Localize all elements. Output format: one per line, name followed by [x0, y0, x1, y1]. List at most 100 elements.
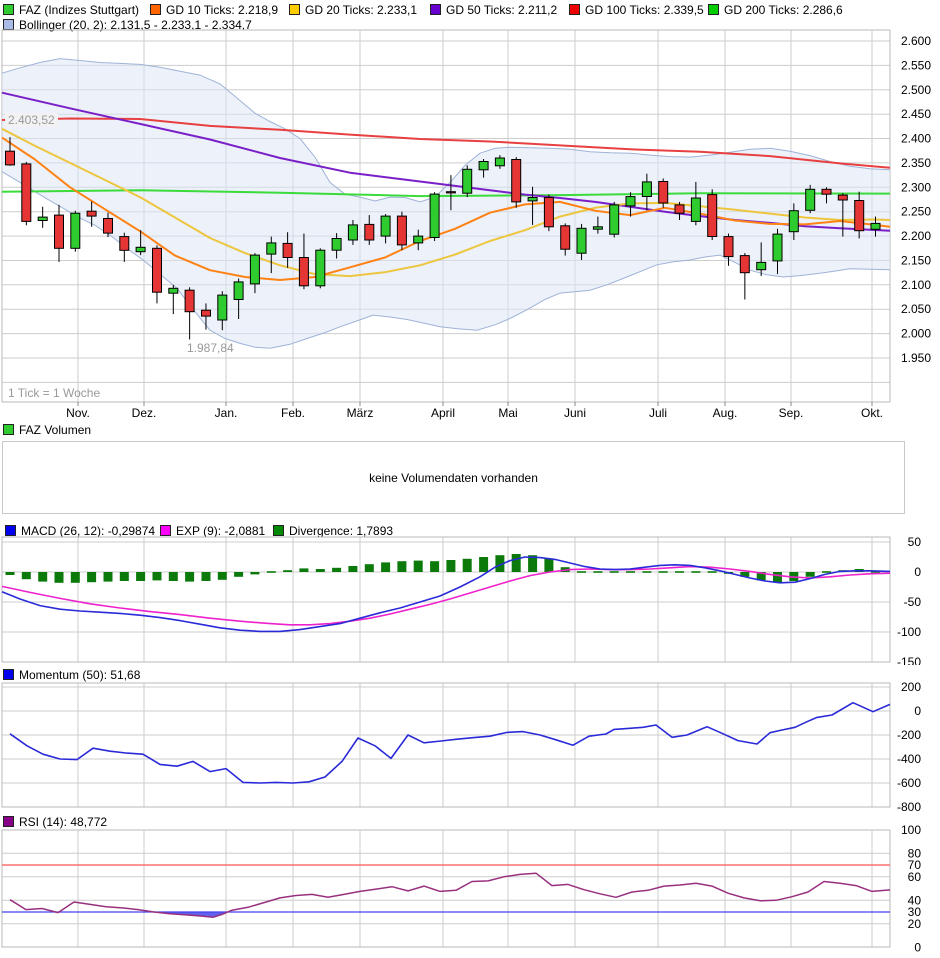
price-chart-canvas: Nov. Dez. Jan. Feb. März April Mai Juni Juli Aug.… [1, 29, 931, 420]
svg-text:Juli: Juli [649, 406, 667, 420]
gd200-swatch-icon [708, 4, 719, 15]
exp-line [1, 565, 891, 626]
gd50-swatch-icon [430, 4, 441, 15]
svg-text:-600: -600 [897, 776, 921, 790]
svg-text:2.100: 2.100 [901, 278, 931, 292]
svg-text:50: 50 [908, 535, 922, 549]
candlesticks [5, 137, 881, 340]
legend-exp: EXP (9): -2,0881 [160, 524, 265, 538]
macd-chart-canvas: 50 0 -50 -100 -150 [1, 535, 921, 665]
legend-faz-label: FAZ (Indizes Stuttgart) [19, 2, 140, 17]
legend-gd20: GD 20 Ticks: 2.233,1 [289, 2, 418, 17]
svg-text:2.300: 2.300 [901, 180, 931, 194]
legend-divergence: Divergence: 1,7893 [273, 524, 393, 538]
volume-empty-message: keine Volumendaten vorhanden [369, 470, 538, 485]
legend-gd20-label: GD 20 Ticks: 2.233,1 [305, 2, 418, 17]
rsi-line [9, 872, 891, 919]
y-axis-labels: 200 0 -200 -400 -600 -800 [897, 680, 921, 812]
svg-text:Mai: Mai [498, 406, 517, 420]
momentum-swatch-icon [3, 669, 14, 680]
legend-gd50: GD 50 Ticks: 2.211,2 [430, 2, 558, 17]
svg-text:2.600: 2.600 [901, 34, 931, 48]
svg-text:70: 70 [908, 858, 922, 872]
svg-text:Sep.: Sep. [779, 406, 804, 420]
legend-faz: FAZ (Indizes Stuttgart) [3, 2, 140, 17]
legend-rsi: RSI (14): 48,772 [3, 814, 108, 829]
svg-text:2.000: 2.000 [901, 327, 931, 341]
legend-gd50-label: GD 50 Ticks: 2.211,2 [446, 2, 558, 17]
svg-text:Okt.: Okt. [861, 406, 883, 420]
legend-volume: FAZ Volumen [3, 422, 92, 437]
v-gridlines [77, 683, 873, 807]
gd100-swatch-icon [569, 4, 580, 15]
macd-swatch-icon [5, 525, 16, 536]
legend-gd100: GD 100 Ticks: 2.339,5 [569, 2, 704, 17]
svg-text:2.400: 2.400 [901, 132, 931, 146]
svg-text:60: 60 [908, 870, 922, 884]
rsi-oversold-fill [55, 912, 228, 918]
v-gridlines [77, 830, 873, 947]
y-axis-labels: 2.600 2.550 2.500 2.450 2.400 2.350 2.300 2.250… [901, 34, 931, 365]
gd-20-line [1, 127, 891, 278]
plot-border [1, 682, 891, 808]
legend-gd10: GD 10 Ticks: 2.218,9 [150, 2, 279, 17]
svg-text:0: 0 [914, 565, 921, 579]
svg-text:80: 80 [908, 846, 922, 860]
legend-rsi-label: RSI (14): 48,772 [19, 814, 108, 829]
svg-text:-400: -400 [897, 752, 921, 766]
h-gridlines [2, 852, 890, 925]
svg-text:Feb.: Feb. [281, 406, 305, 420]
svg-text:2.250: 2.250 [901, 205, 931, 219]
svg-text:-50: -50 [904, 595, 922, 609]
y-axis-labels: 50 0 -50 -100 -150 [897, 535, 921, 665]
svg-text:-800: -800 [897, 800, 921, 812]
h-gridlines [2, 541, 890, 663]
svg-text:20: 20 [908, 917, 922, 931]
svg-text:-150: -150 [897, 655, 921, 665]
gd-200-line [1, 189, 891, 198]
svg-text:-100: -100 [897, 625, 921, 639]
svg-text:-200: -200 [897, 728, 921, 742]
price-high-annotation: 2.403,52 [5, 113, 58, 127]
svg-text:Jan.: Jan. [215, 406, 238, 420]
legend-volume-label: FAZ Volumen [19, 422, 92, 437]
legend-gd10-label: GD 10 Ticks: 2.218,9 [166, 2, 279, 17]
plot-border [1, 536, 891, 663]
legend-macd-label: MACD (26, 12): -0,29874 [21, 523, 156, 538]
svg-text:2.200: 2.200 [901, 229, 931, 243]
x-axis-labels: Nov. Dez. Jan. Feb. März April Mai Juni Juli Aug.… [66, 406, 883, 420]
svg-text:März: März [347, 406, 374, 420]
svg-text:2.350: 2.350 [901, 156, 931, 170]
price-low-annotation: 1.987,84 [187, 341, 234, 355]
svg-text:30: 30 [908, 905, 922, 919]
plot-border [1, 829, 891, 948]
divergence-swatch-icon [273, 525, 284, 536]
svg-text:Dez.: Dez. [132, 406, 157, 420]
legend-gd100-label: GD 100 Ticks: 2.339,5 [585, 2, 704, 17]
svg-text:2.150: 2.150 [901, 254, 931, 268]
legend-gd200: GD 200 Ticks: 2.286,6 [708, 2, 843, 17]
momentum-line [9, 701, 891, 784]
svg-text:40: 40 [908, 893, 922, 907]
v-gridlines [77, 537, 873, 662]
volume-swatch-icon [3, 424, 14, 435]
svg-text:2.450: 2.450 [901, 107, 931, 121]
legend-gd200-label: GD 200 Ticks: 2.286,6 [724, 2, 843, 17]
bollinger-band [1, 58, 891, 349]
legend-momentum: Momentum (50): 51,68 [3, 668, 140, 682]
faz-swatch-icon [3, 4, 14, 15]
rsi-swatch-icon [3, 816, 14, 827]
svg-text:0: 0 [914, 940, 921, 954]
x-axis-ticks [77, 402, 873, 406]
tick-interval-note: 1 Tick = 1 Woche [8, 386, 101, 400]
svg-text:1.950: 1.950 [901, 351, 931, 365]
svg-text:April: April [431, 406, 455, 420]
svg-text:200: 200 [901, 680, 921, 694]
svg-text:0: 0 [914, 704, 921, 718]
legend-macd: MACD (26, 12): -0,29874 [5, 523, 156, 538]
volume-empty-panel: keine Volumendaten vorhanden [2, 441, 905, 514]
svg-text:2.050: 2.050 [901, 302, 931, 316]
gd10-swatch-icon [150, 4, 161, 15]
